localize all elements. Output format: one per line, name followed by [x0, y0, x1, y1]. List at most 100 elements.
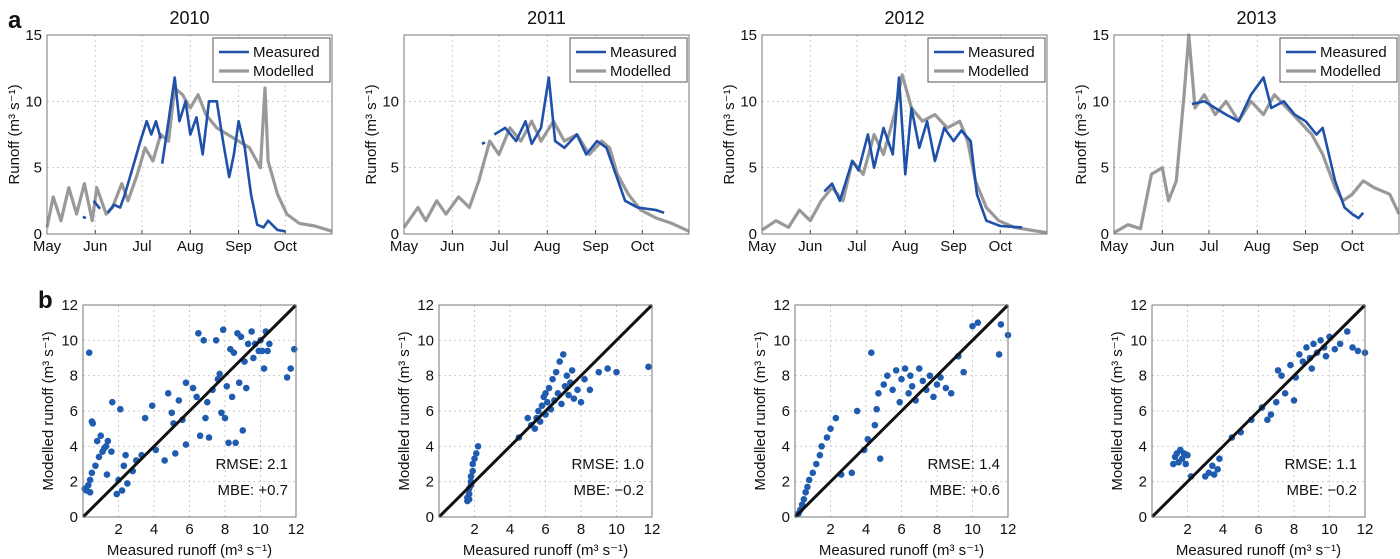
data-point — [258, 347, 266, 355]
x-tick-label: 6 — [897, 521, 905, 538]
data-point — [216, 370, 223, 378]
data-point — [1290, 397, 1298, 404]
data-point — [1310, 340, 1317, 348]
data-point — [124, 480, 131, 487]
y-tick-label: 0 — [749, 226, 757, 243]
data-point — [896, 398, 904, 406]
data-point — [221, 414, 229, 422]
data-point — [1272, 398, 1280, 406]
x-tick-label: 10 — [608, 521, 625, 538]
data-point — [237, 333, 245, 341]
data-point — [907, 372, 914, 379]
data-point — [868, 349, 875, 357]
data-point — [853, 407, 861, 415]
y-tick-label: 0 — [426, 509, 434, 526]
chart-title: 2011 — [527, 8, 566, 28]
y-tick-label: 0 — [70, 509, 78, 526]
y-tick-label: 6 — [70, 403, 78, 420]
data-point — [535, 407, 542, 415]
data-point — [467, 473, 475, 480]
data-point — [239, 427, 247, 434]
y-tick-label: 6 — [782, 403, 790, 420]
legend: Measured Modelled — [927, 37, 1046, 83]
data-point — [1216, 455, 1223, 463]
x-tick-label: 2 — [826, 521, 834, 538]
x-tick-label: 6 — [1254, 521, 1262, 538]
data-point — [116, 405, 124, 413]
y-axis-label: Runoff (m³ s⁻¹) — [6, 84, 23, 184]
x-tick-label: 2 — [470, 521, 478, 538]
chart-title: 2012 — [884, 8, 924, 28]
data-point — [889, 386, 896, 394]
y-tick-label: 0 — [1101, 226, 1109, 243]
legend-box — [927, 37, 1046, 83]
data-point — [559, 351, 567, 358]
data-point — [942, 384, 950, 392]
series-line-modelled — [1113, 33, 1400, 235]
one-to-one-line — [1150, 303, 1367, 519]
data-point — [947, 390, 955, 397]
data-point — [908, 382, 916, 390]
x-tick-label: Aug — [534, 238, 561, 255]
data-point — [175, 397, 183, 404]
y-tick-label: 5 — [749, 160, 757, 177]
x-tick-label: 10 — [964, 521, 981, 538]
one-to-one-line — [437, 303, 654, 519]
data-point — [543, 398, 551, 406]
legend-label: Measured — [968, 44, 1035, 61]
x-tick-label: 8 — [577, 521, 585, 538]
y-tick-label: 2 — [782, 474, 790, 491]
x-tick-label: 8 — [933, 521, 941, 538]
plot-area — [1113, 34, 1400, 235]
chart-1: 2010 May Jun Jul Aug Sep Oct 0 5 10 15 Runoff (m³ s… — [6, 8, 333, 255]
legend-label: Measured — [1320, 44, 1387, 61]
data-point — [1303, 344, 1310, 351]
data-point — [243, 384, 250, 392]
data-point — [85, 349, 93, 357]
x-axis-label: Measured runoff (m³ s⁻¹) — [107, 542, 272, 559]
data-point — [581, 375, 588, 383]
legend: Measured Modelled — [569, 37, 688, 83]
y-tick-label: 2 — [1139, 474, 1147, 491]
data-point — [1274, 367, 1282, 374]
x-tick-label: Jul — [489, 238, 508, 255]
series-line-modelled — [402, 119, 690, 233]
data-point — [1178, 455, 1186, 463]
x-tick-label: 4 — [150, 521, 158, 538]
data-point — [1210, 471, 1218, 478]
data-point — [538, 402, 546, 410]
data-point — [120, 462, 128, 470]
data-point — [804, 483, 811, 491]
y-tick-label: 8 — [70, 368, 78, 385]
data-point — [873, 405, 880, 413]
data-point — [823, 434, 831, 441]
data-point — [901, 365, 909, 372]
x-tick-label: Oct — [989, 238, 1013, 255]
x-tick-label: 8 — [1290, 521, 1298, 538]
data-point — [545, 384, 553, 392]
data-point — [832, 414, 840, 422]
data-point — [244, 340, 252, 348]
data-point — [577, 398, 585, 406]
data-point — [103, 471, 111, 478]
mbe-label: MBE: +0.7 — [218, 482, 288, 499]
mbe-label: MBE: +0.6 — [930, 482, 1000, 499]
x-tick-label: Oct — [274, 238, 298, 255]
data-point — [218, 409, 225, 417]
data-point — [905, 390, 912, 397]
x-tick-label: Aug — [177, 238, 204, 255]
data-point — [148, 402, 156, 410]
y-tick-label: 10 — [1092, 93, 1109, 110]
y-axis-label: Modelled runoff (m³ s⁻¹) — [40, 331, 57, 490]
legend-label: Modelled — [610, 63, 671, 80]
x-tick-label: 4 — [862, 521, 870, 538]
y-tick-label: 4 — [70, 438, 78, 455]
x-tick-label: Aug — [892, 238, 919, 255]
data-point — [1205, 469, 1213, 477]
y-axis-label: Modelled runoff (m³ s⁻¹) — [752, 331, 769, 490]
rmse-label: RMSE: 2.1 — [215, 456, 288, 473]
data-point — [471, 455, 478, 463]
x-tick-label: May — [33, 238, 62, 255]
data-point — [189, 384, 197, 392]
